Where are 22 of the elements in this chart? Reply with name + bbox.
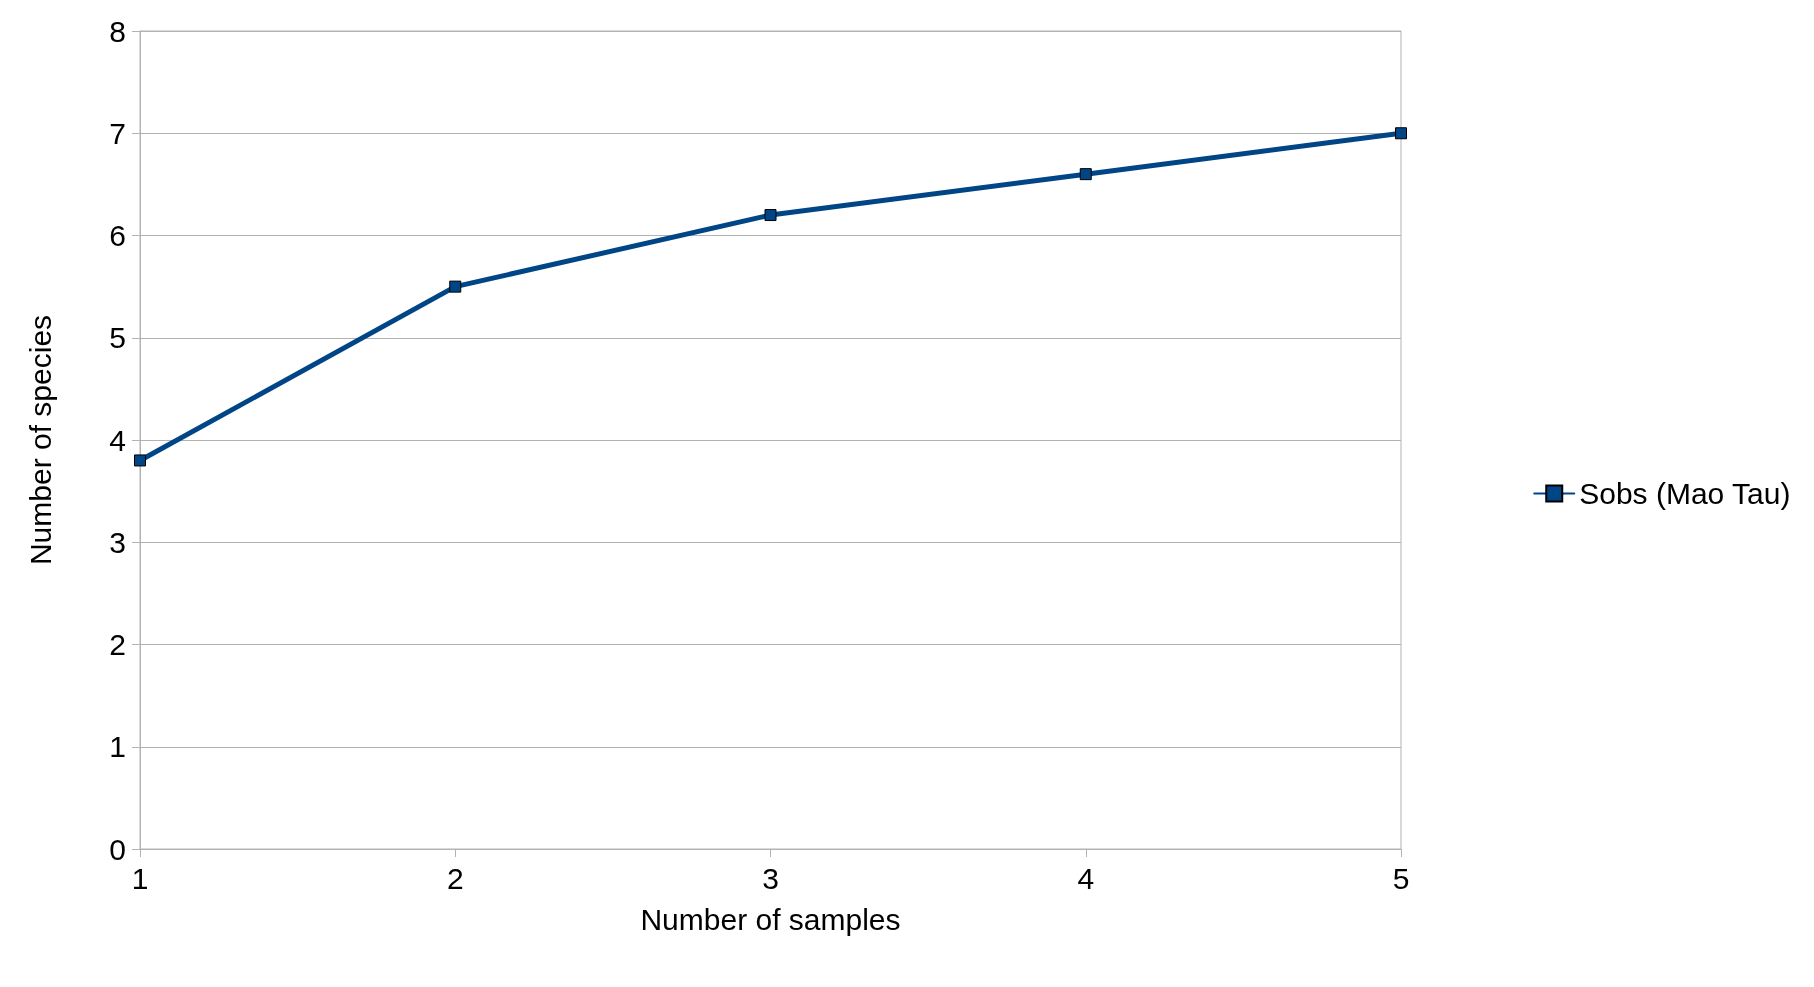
x-tick-label: 4 [1077,861,1095,895]
point [764,209,777,222]
point [134,454,146,467]
point [1395,127,1407,140]
y-tick-label: 5 [109,321,126,355]
x-tick-label: 1 [131,861,149,895]
x-tick-label: 2 [446,861,464,895]
y-tick-label: 7 [109,116,126,150]
y-tick-label: 1 [109,730,126,764]
y-tick-label: 2 [109,628,126,661]
y-tick-label: 8 [109,14,126,48]
y-tick-label: 3 [109,525,126,559]
x-tick-label: 5 [1392,861,1410,895]
y-tick-label: 0 [109,832,126,866]
point [449,280,462,293]
y-tick-label: 6 [109,219,126,252]
x-tick-label: 3 [762,861,779,895]
point [1079,168,1092,181]
y-tick-label: 4 [109,423,126,457]
x-axis-title: Number of samples [640,902,901,936]
legend-label: Sobs (Mao Tau) [1579,477,1791,510]
y-axis-title: Number of species [23,314,57,566]
